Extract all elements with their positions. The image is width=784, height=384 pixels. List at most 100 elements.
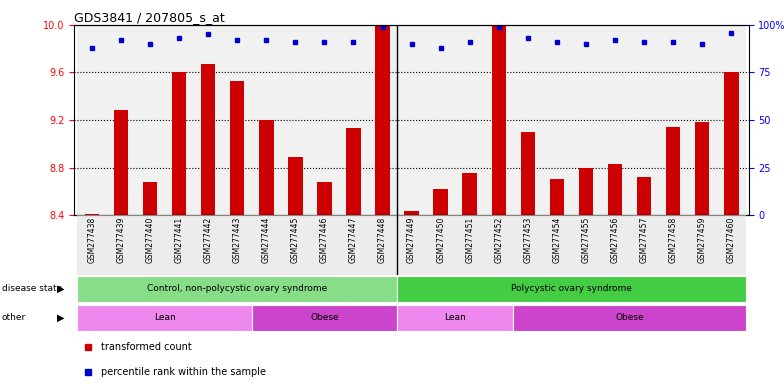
Text: GSM277455: GSM277455 bbox=[582, 217, 590, 263]
Text: transformed count: transformed count bbox=[101, 342, 192, 352]
Bar bbox=[201, 64, 216, 215]
Text: Control, non-polycystic ovary syndrome: Control, non-polycystic ovary syndrome bbox=[147, 285, 328, 293]
Bar bbox=[688, 215, 717, 275]
Bar bbox=[347, 128, 361, 215]
Bar bbox=[78, 276, 397, 302]
Bar bbox=[368, 25, 397, 215]
Text: ▶: ▶ bbox=[56, 284, 64, 294]
Bar bbox=[579, 167, 593, 215]
Text: GSM277454: GSM277454 bbox=[553, 217, 561, 263]
Bar bbox=[114, 111, 129, 215]
Text: GSM277449: GSM277449 bbox=[407, 217, 416, 263]
Bar bbox=[521, 132, 535, 215]
Bar bbox=[376, 26, 390, 215]
Text: GSM277445: GSM277445 bbox=[291, 217, 299, 263]
Bar bbox=[485, 25, 514, 215]
Bar bbox=[252, 215, 281, 275]
Bar bbox=[550, 179, 564, 215]
Bar bbox=[659, 215, 688, 275]
Text: GDS3841 / 207805_s_at: GDS3841 / 207805_s_at bbox=[74, 11, 225, 24]
Bar bbox=[85, 214, 100, 215]
Text: GSM277444: GSM277444 bbox=[262, 217, 270, 263]
Bar bbox=[695, 122, 710, 215]
Text: disease state: disease state bbox=[2, 285, 62, 293]
Bar bbox=[397, 215, 426, 275]
Bar bbox=[514, 305, 746, 331]
Bar bbox=[485, 215, 514, 275]
Bar bbox=[107, 215, 136, 275]
Bar bbox=[514, 25, 543, 215]
Text: GSM277446: GSM277446 bbox=[320, 217, 329, 263]
Bar bbox=[659, 25, 688, 215]
Bar bbox=[252, 305, 397, 331]
Bar bbox=[630, 215, 659, 275]
Bar bbox=[107, 25, 136, 215]
Bar bbox=[397, 25, 426, 215]
Text: GSM277460: GSM277460 bbox=[727, 217, 735, 263]
Bar bbox=[426, 25, 456, 215]
Text: GSM277451: GSM277451 bbox=[465, 217, 474, 263]
Bar bbox=[724, 73, 739, 215]
Bar bbox=[194, 215, 223, 275]
Text: Lean: Lean bbox=[154, 313, 176, 322]
Bar bbox=[78, 305, 252, 331]
Bar bbox=[165, 25, 194, 215]
Bar bbox=[136, 25, 165, 215]
Text: GSM277458: GSM277458 bbox=[669, 217, 677, 263]
Bar bbox=[223, 215, 252, 275]
Bar bbox=[194, 25, 223, 215]
Bar bbox=[572, 25, 601, 215]
Bar bbox=[405, 212, 419, 215]
Bar bbox=[717, 215, 746, 275]
Text: GSM277443: GSM277443 bbox=[233, 217, 241, 263]
Text: percentile rank within the sample: percentile rank within the sample bbox=[101, 367, 267, 377]
Bar bbox=[717, 25, 746, 215]
Text: GSM277448: GSM277448 bbox=[378, 217, 387, 263]
Bar bbox=[318, 182, 332, 215]
Text: GSM277457: GSM277457 bbox=[640, 217, 648, 263]
Bar bbox=[259, 120, 274, 215]
Text: Lean: Lean bbox=[445, 313, 466, 322]
Text: Obese: Obese bbox=[310, 313, 339, 322]
Bar bbox=[288, 157, 303, 215]
Bar bbox=[637, 177, 652, 215]
Bar bbox=[543, 25, 572, 215]
Bar bbox=[310, 215, 339, 275]
Bar bbox=[339, 215, 368, 275]
Text: Polycystic ovary syndrome: Polycystic ovary syndrome bbox=[511, 285, 632, 293]
Bar bbox=[339, 25, 368, 215]
Bar bbox=[281, 215, 310, 275]
Bar bbox=[688, 25, 717, 215]
Bar bbox=[608, 164, 622, 215]
Bar bbox=[78, 215, 107, 275]
Bar bbox=[666, 127, 681, 215]
Text: GSM277453: GSM277453 bbox=[524, 217, 532, 263]
Text: ▶: ▶ bbox=[56, 313, 64, 323]
Bar bbox=[601, 215, 630, 275]
Text: other: other bbox=[2, 313, 26, 322]
Bar bbox=[281, 25, 310, 215]
Bar bbox=[230, 81, 245, 215]
Text: GSM277438: GSM277438 bbox=[88, 217, 96, 263]
Text: GSM277459: GSM277459 bbox=[698, 217, 706, 263]
Bar bbox=[78, 25, 107, 215]
Text: GSM277456: GSM277456 bbox=[611, 217, 619, 263]
Bar bbox=[572, 215, 601, 275]
Bar bbox=[426, 215, 456, 275]
Bar bbox=[397, 276, 746, 302]
Text: GSM277440: GSM277440 bbox=[146, 217, 154, 263]
Bar bbox=[456, 25, 485, 215]
Text: GSM277442: GSM277442 bbox=[204, 217, 212, 263]
Text: GSM277439: GSM277439 bbox=[117, 217, 125, 263]
Bar bbox=[543, 215, 572, 275]
Bar bbox=[397, 305, 514, 331]
Text: Obese: Obese bbox=[615, 313, 644, 322]
Bar bbox=[630, 25, 659, 215]
Bar bbox=[310, 25, 339, 215]
Bar bbox=[136, 215, 165, 275]
Bar bbox=[165, 215, 194, 275]
Bar bbox=[223, 25, 252, 215]
Bar bbox=[463, 174, 477, 215]
Text: GSM277441: GSM277441 bbox=[175, 217, 183, 263]
Bar bbox=[492, 26, 506, 215]
